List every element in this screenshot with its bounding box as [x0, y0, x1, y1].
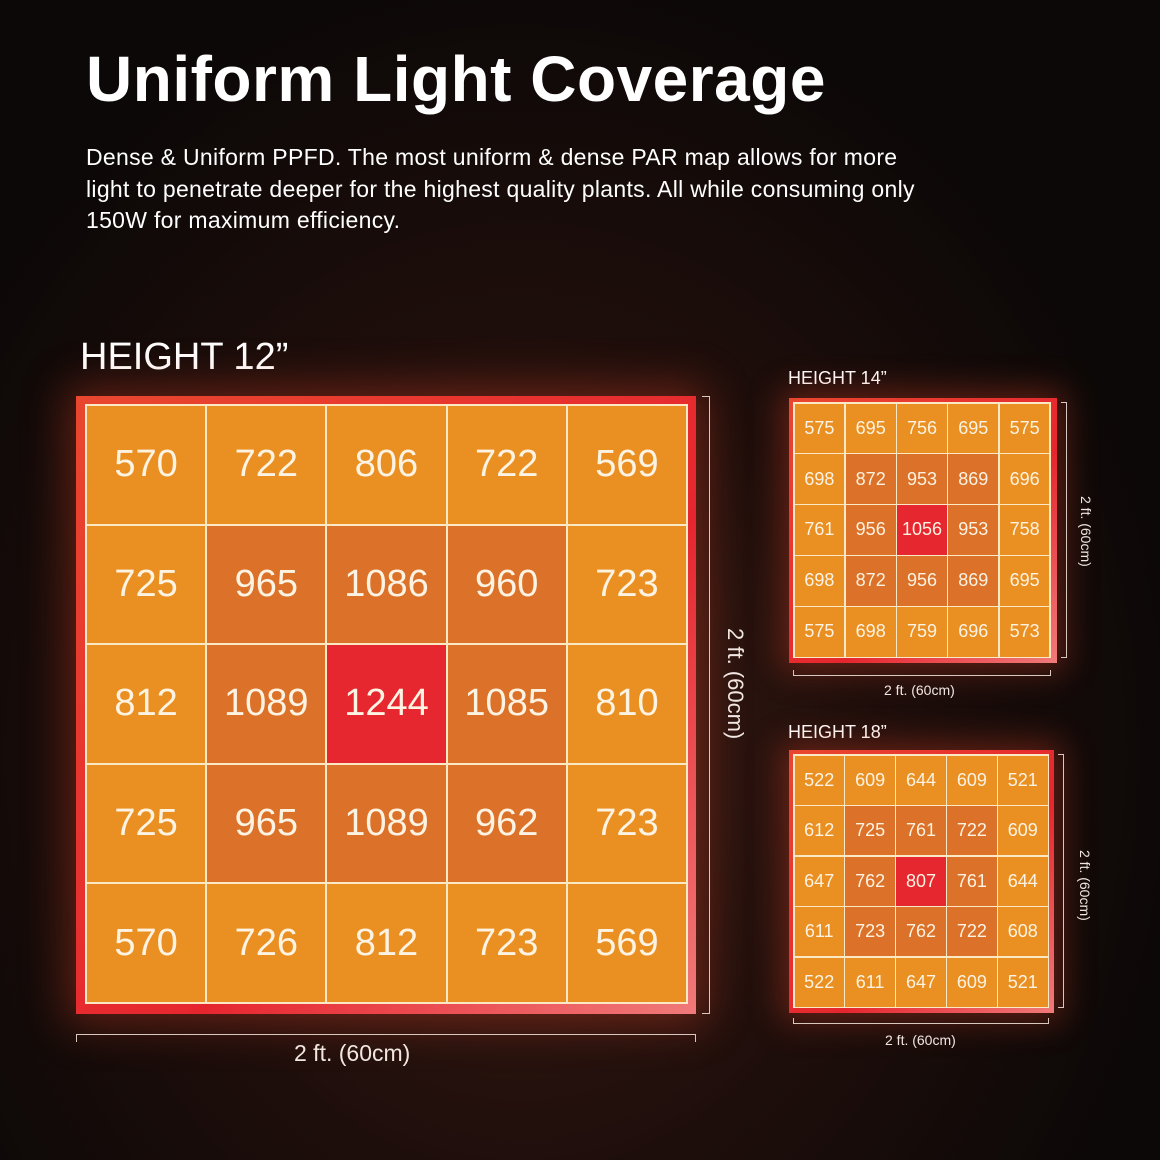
ppfd-cell: 761 [947, 856, 997, 906]
ppfd-cell: 759 [897, 607, 947, 657]
ppfd-cell: 1244 [327, 645, 446, 763]
ppfd-cell: 611 [794, 907, 844, 956]
ppfd-cell: 609 [947, 957, 997, 1007]
ppfd-cell: 575 [794, 403, 845, 453]
ppfd-cell: 761 [896, 806, 946, 855]
ppfd-cell: 608 [998, 907, 1048, 956]
depth-dimension-label: 2 ft. (60cm) [1078, 496, 1094, 567]
ppfd-cell: 522 [794, 957, 844, 1007]
ppfd-cell: 569 [567, 884, 686, 1002]
ppfd-cell: 723 [447, 884, 566, 1002]
ppfd-cell: 612 [794, 806, 844, 855]
width-dimension-line [793, 670, 1051, 676]
ppfd-cell: 575 [999, 403, 1050, 453]
ppfd-cell: 758 [999, 505, 1050, 555]
ppfd-cell: 1089 [327, 764, 446, 883]
ppfd-cell: 575 [794, 607, 845, 657]
page-title: Uniform Light Coverage [86, 43, 826, 115]
ppfd-cell: 723 [567, 525, 686, 644]
ppfd-cell: 725 [87, 525, 206, 644]
ppfd-cell: 611 [845, 957, 895, 1007]
ppfd-cell: 722 [207, 406, 326, 524]
ppfd-cell: 1056 [897, 505, 947, 555]
ppfd-cell: 723 [567, 764, 686, 883]
ppfd-cell: 695 [948, 403, 999, 453]
ppfd-cell: 762 [845, 856, 895, 906]
ppfd-cell: 807 [896, 856, 946, 906]
ppfd-grid: 575 695 756 695 575 698 872 953 869 696 761 956 1056… [793, 402, 1051, 658]
ppfd-cell: 956 [897, 556, 947, 606]
ppfd-cell: 1089 [207, 645, 326, 763]
ppfd-cell: 762 [896, 907, 946, 956]
depth-dimension-label: 2 ft. (60cm) [1077, 850, 1093, 921]
ppfd-cell: 869 [948, 454, 999, 504]
ppfd-cell: 723 [845, 907, 895, 956]
ppfd-cell: 725 [87, 764, 206, 883]
ppfd-cell: 806 [327, 406, 446, 524]
ppfd-cell: 695 [999, 556, 1050, 606]
ppfd-cell: 722 [947, 907, 997, 956]
ppfd-cell: 644 [896, 755, 946, 805]
ppfd-cell: 960 [447, 525, 566, 644]
map-label: HEIGHT 14” [788, 368, 887, 388]
ppfd-grid: 570 722 806 722 569 725 965 1086 960 723 812 1089 12… [85, 404, 688, 1004]
ppfd-cell: 698 [794, 454, 845, 504]
ppfd-cell: 569 [567, 406, 686, 524]
ppfd-cell: 953 [948, 505, 999, 555]
ppfd-grid: 522 609 644 609 521 612 725 761 722 609 647 762 807 7… [793, 754, 1049, 1008]
ppfd-cell: 965 [207, 525, 326, 644]
ppfd-cell: 609 [845, 755, 895, 805]
ppfd-cell: 609 [998, 806, 1048, 855]
ppfd-cell: 725 [845, 806, 895, 855]
ppfd-cell: 698 [845, 607, 896, 657]
ppfd-cell: 695 [845, 403, 896, 453]
ppfd-cell: 570 [87, 406, 206, 524]
ppfd-cell: 521 [998, 755, 1048, 805]
ppfd-cell: 647 [896, 957, 946, 1007]
depth-dimension-line [702, 396, 710, 1014]
ppfd-cell: 812 [327, 884, 446, 1002]
ppfd-cell: 965 [207, 764, 326, 883]
ppfd-cell: 696 [999, 454, 1050, 504]
ppfd-cell: 722 [447, 406, 566, 524]
ppfd-cell: 872 [845, 556, 896, 606]
ppfd-cell: 1086 [327, 525, 446, 644]
ppfd-cell: 761 [794, 505, 845, 555]
ppfd-cell: 573 [999, 607, 1050, 657]
page-description: Dense & Uniform PPFD. The most uniform &… [86, 144, 915, 233]
ppfd-cell: 522 [794, 755, 844, 805]
ppfd-cell: 869 [948, 556, 999, 606]
ppfd-cell: 722 [947, 806, 997, 855]
depth-dimension-line [1061, 402, 1067, 658]
ppfd-cell: 609 [947, 755, 997, 805]
ppfd-cell: 647 [794, 856, 844, 906]
width-dimension-label: 2 ft. (60cm) [884, 682, 955, 698]
ppfd-cell: 521 [998, 957, 1048, 1007]
depth-dimension-line [1058, 754, 1064, 1008]
ppfd-cell: 698 [794, 556, 845, 606]
ppfd-cell: 812 [87, 645, 206, 763]
width-dimension-line [793, 1018, 1049, 1024]
ppfd-cell: 696 [948, 607, 999, 657]
ppfd-cell: 644 [998, 856, 1048, 906]
depth-dimension-label: 2 ft. (60cm) [723, 628, 748, 740]
ppfd-cell: 953 [897, 454, 947, 504]
ppfd-cell: 570 [87, 884, 206, 1002]
ppfd-cell: 726 [207, 884, 326, 1002]
map-label: HEIGHT 12” [80, 336, 289, 378]
ppfd-cell: 756 [897, 403, 947, 453]
width-dimension-label: 2 ft. (60cm) [294, 1040, 411, 1066]
ppfd-cell: 956 [845, 505, 896, 555]
ppfd-cell: 872 [845, 454, 896, 504]
width-dimension-label: 2 ft. (60cm) [885, 1032, 956, 1048]
map-label: HEIGHT 18” [788, 722, 887, 742]
ppfd-cell: 1085 [447, 645, 566, 763]
ppfd-cell: 810 [567, 645, 686, 763]
ppfd-cell: 962 [447, 764, 566, 883]
